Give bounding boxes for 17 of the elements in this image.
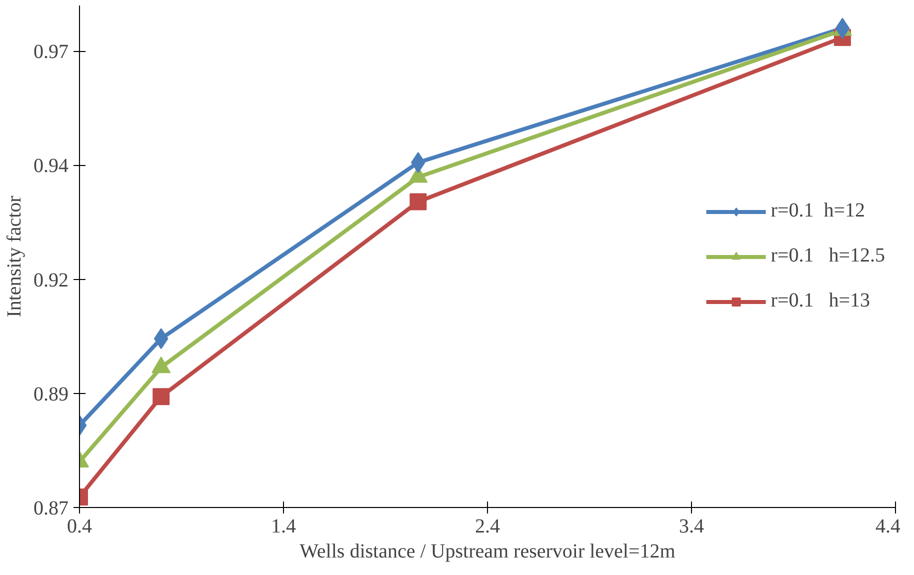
legend-label: r=0.1 h=12.5 [770,244,885,268]
y-axis-title: Intensity factor [4,195,26,318]
x-tick-label: 0.4 [67,516,92,538]
x-axis-title: Wells distance / Upstream reservoir level=12m [300,540,676,562]
y-tick-label: 0.94 [34,155,68,178]
x-tick-label: 1.4 [271,516,296,538]
x-tick-label: 3.4 [679,516,704,538]
y-tick-label: 0.92 [34,269,68,292]
legend-label: r=0.1 h=12 [770,200,865,222]
y-tick-label: 0.89 [34,383,68,406]
legend-label: r=0.1 h=13 [770,290,870,312]
point [152,388,170,406]
y-tick-label: 0.87 [34,498,68,520]
x-tick-label: 4.4 [876,516,900,538]
point [410,193,427,210]
x-tick-label: 2.4 [475,516,500,538]
y-tick-label: 0.97 [34,41,68,64]
